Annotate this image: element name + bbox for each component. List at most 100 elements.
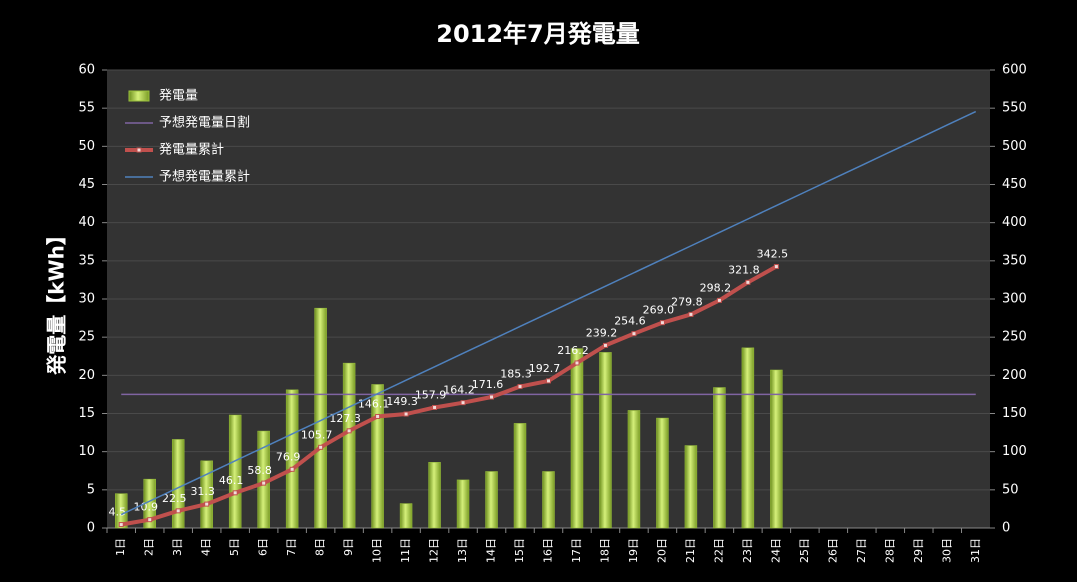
x-tick-label: 28日 (883, 538, 896, 563)
bar (342, 362, 356, 529)
x-tick-label: 29日 (912, 538, 925, 563)
x-tick-label: 12日 (428, 538, 441, 563)
y-tick-label: 15 (78, 406, 95, 421)
bar (428, 462, 441, 529)
bar (684, 445, 698, 529)
x-tick-label: 9日 (342, 538, 355, 556)
bar (741, 347, 755, 529)
y-tick-label: 10 (78, 444, 95, 459)
marker (261, 480, 267, 486)
data-label: 157.9 (415, 388, 447, 401)
data-label: 239.2 (586, 326, 618, 339)
y-tick-label: 5 (87, 482, 95, 497)
marker (574, 360, 580, 366)
data-label: 22.5 (162, 492, 187, 505)
y2-tick-label: 400 (1002, 215, 1027, 230)
bar (115, 493, 128, 529)
data-label: 279.8 (671, 295, 703, 308)
x-tick-label: 3日 (171, 538, 184, 556)
bar (570, 348, 584, 529)
marker (688, 311, 694, 317)
y-axis-label: 発電量【kWh】 (45, 225, 69, 376)
y-tick-label: 30 (78, 292, 95, 307)
x-tick-label: 30日 (940, 538, 953, 563)
marker (432, 404, 438, 410)
x-tick-label: 18日 (598, 538, 611, 563)
marker (745, 279, 751, 285)
y2-tick-label: 450 (1002, 177, 1027, 192)
x-tick-label: 25日 (798, 538, 811, 563)
data-label: 127.3 (329, 412, 361, 425)
marker (375, 413, 381, 419)
x-tick-label: 20日 (655, 538, 668, 563)
bar (627, 410, 641, 529)
data-label: 31.3 (190, 485, 215, 498)
marker (289, 466, 295, 472)
marker (773, 264, 779, 270)
data-label: 10.9 (133, 501, 158, 514)
x-tick-label: 17日 (570, 538, 583, 563)
bar (399, 503, 413, 529)
data-label: 342.5 (757, 248, 789, 261)
marker (118, 522, 124, 528)
marker (346, 428, 352, 434)
x-tick-label: 8日 (314, 538, 327, 556)
y-tick-label: 25 (78, 330, 95, 345)
marker (602, 342, 608, 348)
marker (232, 490, 238, 496)
marker (546, 378, 551, 384)
marker (147, 517, 153, 523)
y2-tick-label: 150 (1002, 406, 1027, 421)
x-tick-label: 5日 (228, 538, 241, 556)
x-tick-label: 31日 (969, 538, 982, 563)
bar (599, 352, 612, 529)
x-tick-label: 7日 (285, 538, 298, 556)
y2-tick-label: 250 (1002, 330, 1027, 345)
data-label: 171.6 (472, 378, 504, 391)
y-tick-label: 55 (78, 101, 95, 116)
data-label: 149.3 (386, 395, 418, 408)
legend-label: 発電量 (159, 89, 198, 104)
legend-label: 発電量累計 (159, 142, 224, 158)
chart-title: 2012年7月発電量 (436, 20, 640, 48)
bar (542, 471, 555, 529)
data-label: 105.7 (301, 428, 333, 441)
y-tick-label: 0 (87, 521, 95, 536)
y-tick-label: 50 (78, 139, 95, 154)
marker (204, 501, 210, 507)
y2-tick-label: 200 (1002, 368, 1027, 383)
line (120, 110, 977, 516)
marker (659, 320, 665, 326)
data-label: 192.7 (529, 362, 561, 375)
data-label: 185.3 (500, 368, 532, 381)
x-tick-label: 13日 (456, 538, 469, 563)
marker (175, 508, 181, 514)
x-tick-label: 2日 (143, 538, 156, 556)
data-label: 4.5 (108, 506, 126, 519)
marker (318, 444, 324, 450)
bar (770, 369, 783, 529)
y-tick-label: 35 (78, 253, 95, 268)
bar (285, 389, 299, 529)
x-tick-label: 27日 (855, 538, 868, 563)
y-tick-label: 40 (78, 215, 95, 230)
bar (371, 384, 384, 529)
y-tick-label: 20 (78, 368, 95, 383)
bar (513, 423, 527, 529)
y2-tick-label: 550 (1002, 101, 1027, 116)
x-tick-label: 11日 (399, 538, 412, 563)
x-tick-label: 4日 (200, 538, 213, 556)
x-tick-label: 14日 (485, 538, 498, 563)
legend-label: 予想発電量日割 (159, 115, 250, 131)
x-tick-label: 1日 (114, 538, 127, 556)
marker (716, 297, 722, 303)
x-tick-label: 21日 (684, 538, 697, 563)
y2-tick-label: 500 (1002, 139, 1027, 154)
marker (631, 331, 637, 337)
bar (456, 479, 470, 529)
x-tick-label: 22日 (712, 538, 725, 563)
data-label: 269.0 (643, 304, 675, 317)
y2-tick-label: 300 (1002, 292, 1027, 307)
y2-tick-label: 600 (1002, 63, 1027, 78)
